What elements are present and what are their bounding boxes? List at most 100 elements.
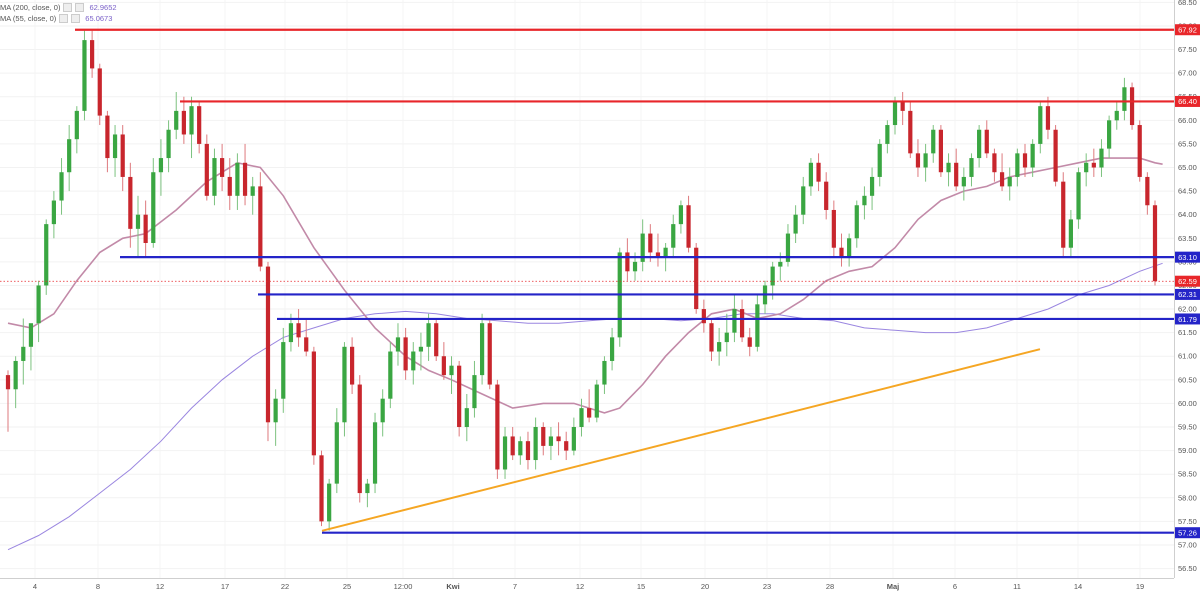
candle-body	[182, 111, 186, 135]
candle-body	[1008, 177, 1012, 186]
candle-body	[595, 385, 599, 418]
candle-body	[901, 101, 905, 110]
indicator-legend: MA (200, close, 0) 62.9652 MA (55, close…	[0, 2, 117, 24]
candle-body	[52, 201, 56, 225]
candle-body	[14, 361, 18, 389]
candle-body	[151, 172, 155, 243]
y-tick-label: 65.00	[1178, 163, 1197, 172]
candle-body	[304, 337, 308, 351]
candle-body	[1130, 87, 1134, 125]
candle-body	[839, 248, 843, 257]
candle-body	[549, 436, 553, 445]
candle-body	[740, 309, 744, 337]
candle-body	[518, 441, 522, 455]
visibility-toggle-icon[interactable]	[59, 14, 68, 23]
candle-body	[717, 342, 721, 351]
candle-body	[1092, 163, 1096, 168]
candle-body	[312, 352, 316, 456]
candle-body	[648, 234, 652, 253]
y-tick-label: 65.50	[1178, 139, 1197, 148]
x-tick-label: 11	[1013, 582, 1021, 591]
candle-body	[946, 163, 950, 172]
candle-body	[977, 130, 981, 158]
candle-body	[82, 40, 86, 111]
candle-body	[197, 106, 201, 144]
x-tick-label: 19	[1136, 582, 1144, 591]
candle-body	[411, 352, 415, 371]
candle-body	[296, 323, 300, 337]
candle-body	[457, 366, 461, 427]
candle-body	[709, 323, 713, 351]
candle-body	[534, 427, 538, 460]
candle-body	[686, 205, 690, 247]
candle-body	[335, 422, 339, 483]
candle-body	[725, 333, 729, 342]
candle-body	[228, 177, 232, 196]
candle-body	[358, 385, 362, 494]
candle-body	[1115, 111, 1119, 120]
candle-body	[1084, 163, 1088, 172]
candle-body	[931, 130, 935, 154]
candle-body	[954, 163, 958, 187]
x-tick-label: 12	[576, 582, 584, 591]
x-tick-label: 17	[221, 582, 229, 591]
candle-body	[59, 172, 63, 200]
candle-body	[847, 238, 851, 257]
candle-body	[985, 130, 989, 154]
candle-body	[1023, 153, 1027, 167]
candle-body	[1153, 205, 1157, 281]
candle-body	[748, 337, 752, 346]
candle-body	[771, 267, 775, 286]
x-tick-label: Maj	[887, 582, 900, 591]
candle-body	[342, 347, 346, 422]
x-tick-label: 7	[513, 582, 517, 591]
settings-icon[interactable]	[71, 14, 80, 23]
y-tick-label: 67.00	[1178, 69, 1197, 78]
y-tick-label: 58.50	[1178, 470, 1197, 479]
x-tick-label: 23	[763, 582, 771, 591]
legend-ma55: MA (55, close, 0) 65.0673	[0, 13, 117, 24]
y-tick-label: 67.50	[1178, 45, 1197, 54]
x-tick-label: 20	[701, 582, 709, 591]
settings-icon[interactable]	[75, 3, 84, 12]
candle-body	[189, 106, 193, 134]
candle-body	[1053, 130, 1057, 182]
y-tick-label: 61.50	[1178, 328, 1197, 337]
candle-body	[144, 215, 148, 243]
candle-body	[572, 427, 576, 451]
candle-body	[365, 484, 369, 493]
candle-body	[258, 186, 262, 266]
x-tick-label: 4	[33, 582, 37, 591]
candle-body	[1046, 106, 1050, 130]
y-tick-label: 58.00	[1178, 493, 1197, 502]
candle-body	[128, 177, 132, 229]
candle-body	[1076, 172, 1080, 219]
legend-ma200-value: 62.9652	[89, 2, 116, 13]
x-tick-label: 8	[96, 582, 100, 591]
x-tick-label: 28	[826, 582, 834, 591]
x-tick-label: 14	[1074, 582, 1082, 591]
candle-body	[1107, 120, 1111, 148]
candle-body	[556, 436, 560, 441]
candle-body	[855, 205, 859, 238]
x-tick-label: 15	[637, 582, 645, 591]
price-level-label: 61.79	[1178, 315, 1197, 324]
candle-body	[404, 337, 408, 370]
candle-body	[587, 408, 591, 417]
candle-body	[319, 455, 323, 521]
candle-body	[908, 111, 912, 153]
candle-body	[816, 163, 820, 182]
candle-body	[511, 436, 515, 455]
y-tick-label: 59.00	[1178, 446, 1197, 455]
candle-body	[136, 215, 140, 229]
candle-body	[121, 134, 125, 176]
candle-body	[235, 163, 239, 196]
candle-body	[105, 116, 109, 158]
candle-body	[289, 323, 293, 342]
candle-body	[541, 427, 545, 446]
candle-body	[732, 309, 736, 333]
candle-body	[495, 385, 499, 470]
visibility-toggle-icon[interactable]	[63, 3, 72, 12]
